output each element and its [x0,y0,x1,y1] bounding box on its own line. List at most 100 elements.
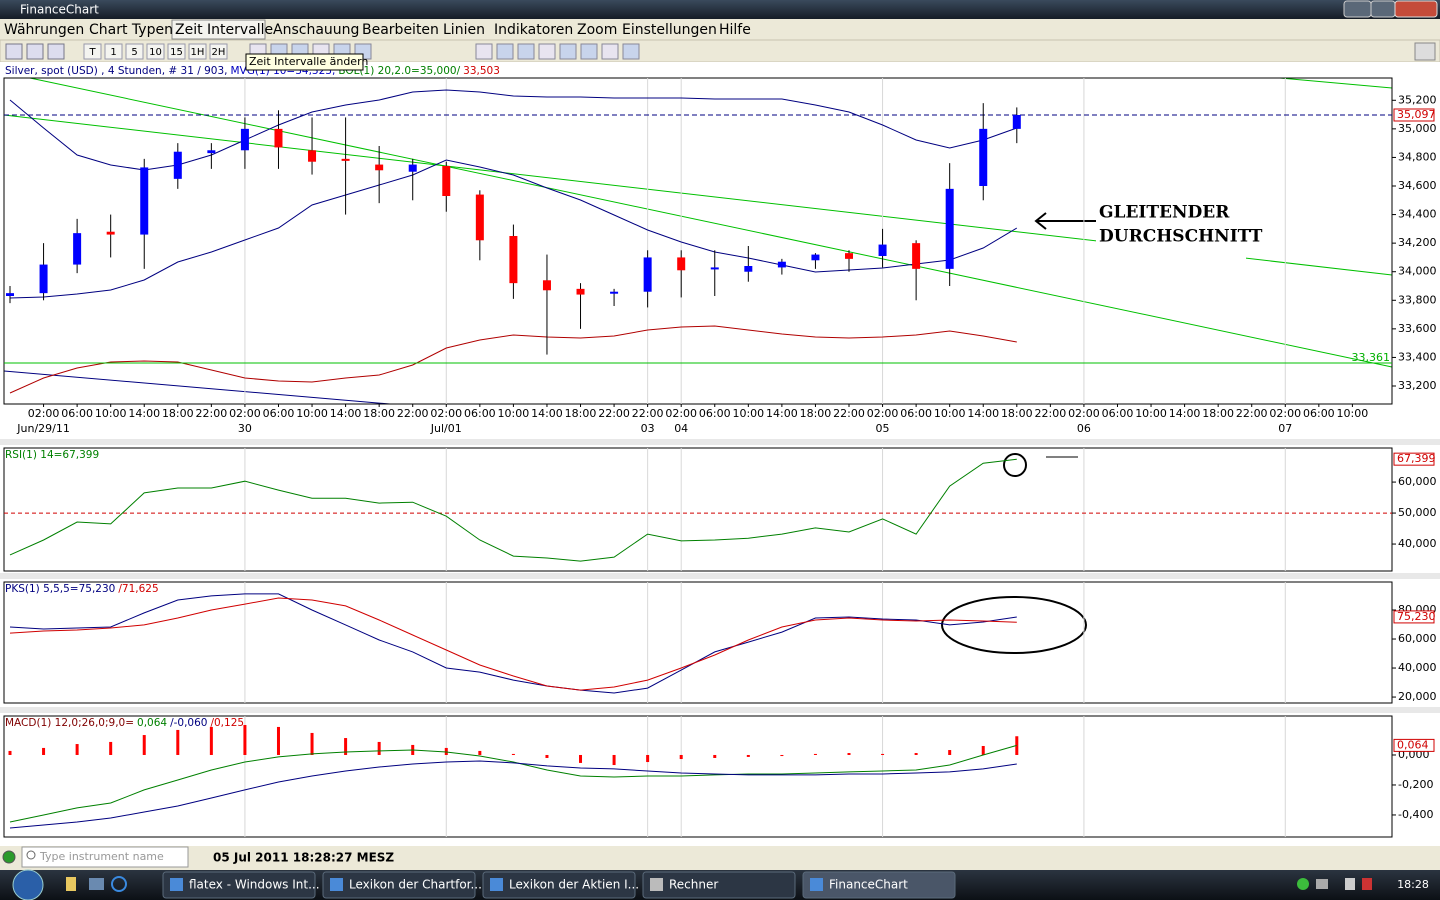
x-date-label: 05 [876,422,890,435]
indicator-legend: MACD(1) 12,0;26,0;9,0= 0,064/-0,060/0,125 [5,717,244,729]
x-date-label: 03 [641,422,655,435]
toolbar-button-label: T [88,47,96,58]
last-value-label: 0,064 [1397,738,1429,751]
toolbar-icon[interactable] [538,43,556,60]
x-tick-label: 14:00 [766,407,798,420]
start-button[interactable] [12,869,44,900]
tray-icon[interactable] [1316,879,1328,889]
x-date-label: Jun/29/11 [16,422,70,435]
x-tick-label: 22:00 [1035,407,1067,420]
menu-item[interactable]: Bearbeiten [362,22,439,38]
histogram-bar [276,726,280,755]
toolbar-icon[interactable] [496,43,514,60]
annotation-background [1096,200,1246,272]
x-tick-label: 18:00 [1001,407,1033,420]
histogram-bar [646,754,650,763]
quick-launch-icon[interactable] [66,877,76,891]
candle-body [140,167,149,235]
taskbar-item[interactable] [802,871,956,899]
panel-divider [0,573,1440,579]
histogram-bar [142,735,146,755]
toolbar-button[interactable] [1414,42,1436,61]
menu-item[interactable]: Chart Typen [89,22,173,38]
toolbar-icon[interactable] [475,43,493,60]
x-tick-label: 10:00 [498,407,530,420]
minimize-button[interactable] [1343,0,1372,18]
toolbar-icon[interactable] [580,43,598,60]
menu-item[interactable]: Währungen [4,22,84,38]
tray-icon[interactable] [1297,878,1309,890]
indicator-line [9,760,1017,829]
toolbar-icon[interactable] [47,43,65,60]
toolbar-button[interactable] [209,43,228,60]
menu-item[interactable]: Zeit Intervalle [175,22,273,38]
x-tick-label: 18:00 [363,407,395,420]
taskbar-item[interactable] [482,871,636,899]
toolbar-button-label: 5 [131,47,137,58]
toolbar-button[interactable] [125,43,144,60]
toolbar-button[interactable] [104,43,123,60]
menu-item[interactable]: Linien [443,22,485,38]
candle-body [375,164,384,171]
tooltip-text: Zeit Intervalle ändern [249,55,368,68]
candle-body [643,257,652,292]
maximize-button[interactable] [1370,0,1396,18]
y-tick-label: 34,400 [1398,208,1437,221]
histogram-bar [813,753,817,755]
taskbar-item[interactable] [642,871,796,899]
candle-body [173,151,182,179]
annotation-ellipse [941,596,1087,654]
histogram-bar [176,729,180,755]
toolbar-icon[interactable] [559,43,577,60]
legend-part: /71,625 [118,583,158,595]
toolbar-icon[interactable] [622,43,640,60]
taskbar-item-icon [650,878,663,891]
x-tick-label: 22:00 [397,407,429,420]
toolbar-icon[interactable] [517,43,535,60]
x-date-label: 06 [1077,422,1091,435]
x-tick-label: 18:00 [800,407,832,420]
y-tick-label: 60,000 [1398,475,1437,488]
tray-icon[interactable] [1345,878,1355,890]
toolbar-button[interactable] [167,43,186,60]
histogram-bar [344,738,348,755]
title-bar [0,0,1440,19]
toolbar-button[interactable] [83,43,102,60]
indicator-legend: RSI(1) 14=67,399 [5,449,99,461]
histogram-bar [780,754,784,757]
x-tick-label: 10:00 [1135,407,1167,420]
menu-item[interactable]: Einstellungen [622,22,717,38]
toolbar-button[interactable] [188,43,207,60]
taskbar-item[interactable] [162,871,316,899]
toolbar-icon[interactable] [601,43,619,60]
y-tick-label: 35,000 [1398,122,1437,135]
tray-icon[interactable] [1362,878,1372,890]
candle-body [341,158,350,161]
x-tick-label: 18:00 [565,407,597,420]
toolbar-icon[interactable] [26,43,44,60]
histogram-bar [679,754,683,760]
taskbar-item-icon [810,878,823,891]
menu-item[interactable]: Hilfe [719,22,751,38]
search-box[interactable] [21,846,189,868]
toolbar-button-label: 2H [212,47,226,58]
tooltip-box [245,53,364,71]
histogram-bar [881,753,885,755]
menu-item[interactable]: Zoom [577,22,617,38]
last-value-box [1393,610,1435,624]
toolbar-icon[interactable] [5,43,23,60]
quick-launch-icon[interactable] [89,878,104,890]
y-tick-label: 33,400 [1398,350,1437,363]
toolbar-button[interactable] [146,43,165,60]
menu-item[interactable]: Anschauung [273,22,359,38]
y-tick-label: 40,000 [1398,661,1437,674]
menu-item[interactable]: Indikatoren [494,22,573,38]
candle-body [39,264,48,294]
x-tick-label: 06:00 [61,407,93,420]
taskbar-item[interactable] [322,871,476,899]
taskbar-item-icon [170,878,183,891]
close-button[interactable] [1394,0,1438,18]
histogram-bar [8,750,12,755]
quick-launch-icon[interactable] [111,876,127,892]
legend-part: /-0,060 [170,717,207,729]
